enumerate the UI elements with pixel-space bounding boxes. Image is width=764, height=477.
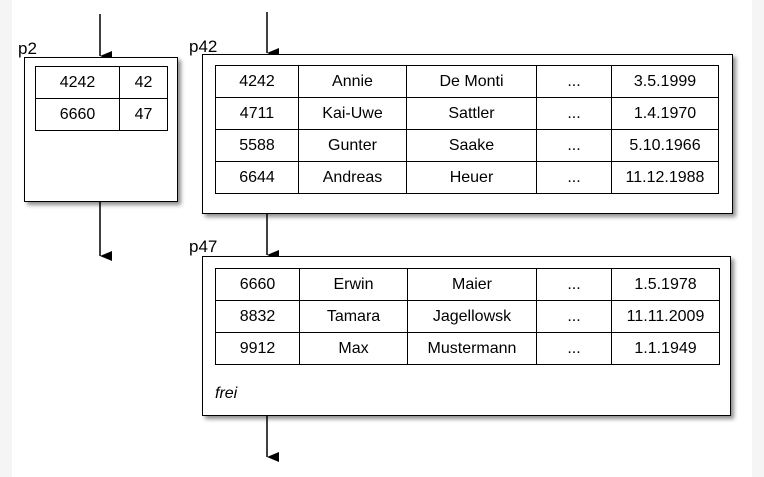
- table-row: 9912 Max Mustermann... 1.1.1949: [215, 332, 720, 365]
- table-row: 8832 Tamara Jagellowsk... 11.11.2009: [215, 300, 720, 333]
- cell: 5588: [215, 129, 299, 162]
- page-p42: 4242 Annie De Monti... 3.5.1999 4711 Kai-Uwe…: [202, 54, 733, 214]
- cell: Gunter: [298, 129, 407, 162]
- cell: ...: [536, 97, 612, 130]
- table-row: 4242 Annie De Monti... 3.5.1999: [215, 65, 719, 98]
- pointer-cell: 47: [119, 98, 168, 131]
- cell: ...: [536, 129, 612, 162]
- cell: ...: [536, 268, 612, 301]
- page-label-p47: p47: [189, 237, 218, 256]
- key-cell: 6660: [35, 98, 120, 131]
- cell: Mustermann: [407, 332, 537, 365]
- page-label-p2: p2: [18, 39, 37, 58]
- cell: Max: [299, 332, 408, 365]
- cell: 4242: [215, 65, 299, 98]
- key-cell: 4242: [35, 66, 120, 99]
- table-row: 4242 42: [35, 66, 168, 99]
- cell: Tamara: [299, 300, 408, 333]
- cell: 3.5.1999: [611, 65, 719, 98]
- cell: De Monti: [406, 65, 537, 98]
- table-row: 5588 Gunter Saake... 5.10.1966: [215, 129, 719, 162]
- cell: 11.12.1988: [611, 161, 719, 194]
- cell: 1.1.1949: [611, 332, 720, 365]
- cell: Maier: [407, 268, 537, 301]
- cell: ...: [536, 300, 612, 333]
- free-space-label: frei: [215, 385, 238, 402]
- cell: Andreas: [298, 161, 407, 194]
- cell: Erwin: [299, 268, 408, 301]
- page-label-p42: p42: [189, 37, 218, 56]
- cell: Saake: [406, 129, 537, 162]
- record-table: 6660 Erwin Maier... 1.5.1978 8832 Tamara Jage…: [215, 268, 720, 365]
- cell: 4711: [215, 97, 299, 130]
- cell: 1.5.1978: [611, 268, 720, 301]
- table-row: 6644 Andreas Heuer... 11.12.1988: [215, 161, 719, 194]
- table-row: 4711 Kai-Uwe Sattler... 1.4.1970: [215, 97, 719, 130]
- cell: Annie: [298, 65, 407, 98]
- index-table: 4242 42 6660 47: [35, 66, 168, 131]
- cell: Jagellowsk: [407, 300, 537, 333]
- cell: ...: [536, 65, 612, 98]
- cell: Kai-Uwe: [298, 97, 407, 130]
- left-margin: [0, 0, 12, 477]
- cell: Heuer: [406, 161, 537, 194]
- record-table: 4242 Annie De Monti... 3.5.1999 4711 Kai-Uwe…: [215, 65, 719, 194]
- page-p2: 4242 42 6660 47: [24, 57, 178, 202]
- cell: 1.4.1970: [611, 97, 719, 130]
- cell: ...: [536, 161, 612, 194]
- table-row: 6660 47: [35, 98, 168, 131]
- cell: 6644: [215, 161, 299, 194]
- cell: ...: [536, 332, 612, 365]
- cell: 8832: [215, 300, 300, 333]
- right-margin: [752, 0, 764, 477]
- cell: Sattler: [406, 97, 537, 130]
- table-row: 6660 Erwin Maier... 1.5.1978: [215, 268, 720, 301]
- page-p47: 6660 Erwin Maier... 1.5.1978 8832 Tamara Jage…: [202, 256, 731, 416]
- cell: 6660: [215, 268, 300, 301]
- cell: 11.11.2009: [611, 300, 720, 333]
- cell: 5.10.1966: [611, 129, 719, 162]
- cell: 9912: [215, 332, 300, 365]
- pointer-cell: 42: [119, 66, 168, 99]
